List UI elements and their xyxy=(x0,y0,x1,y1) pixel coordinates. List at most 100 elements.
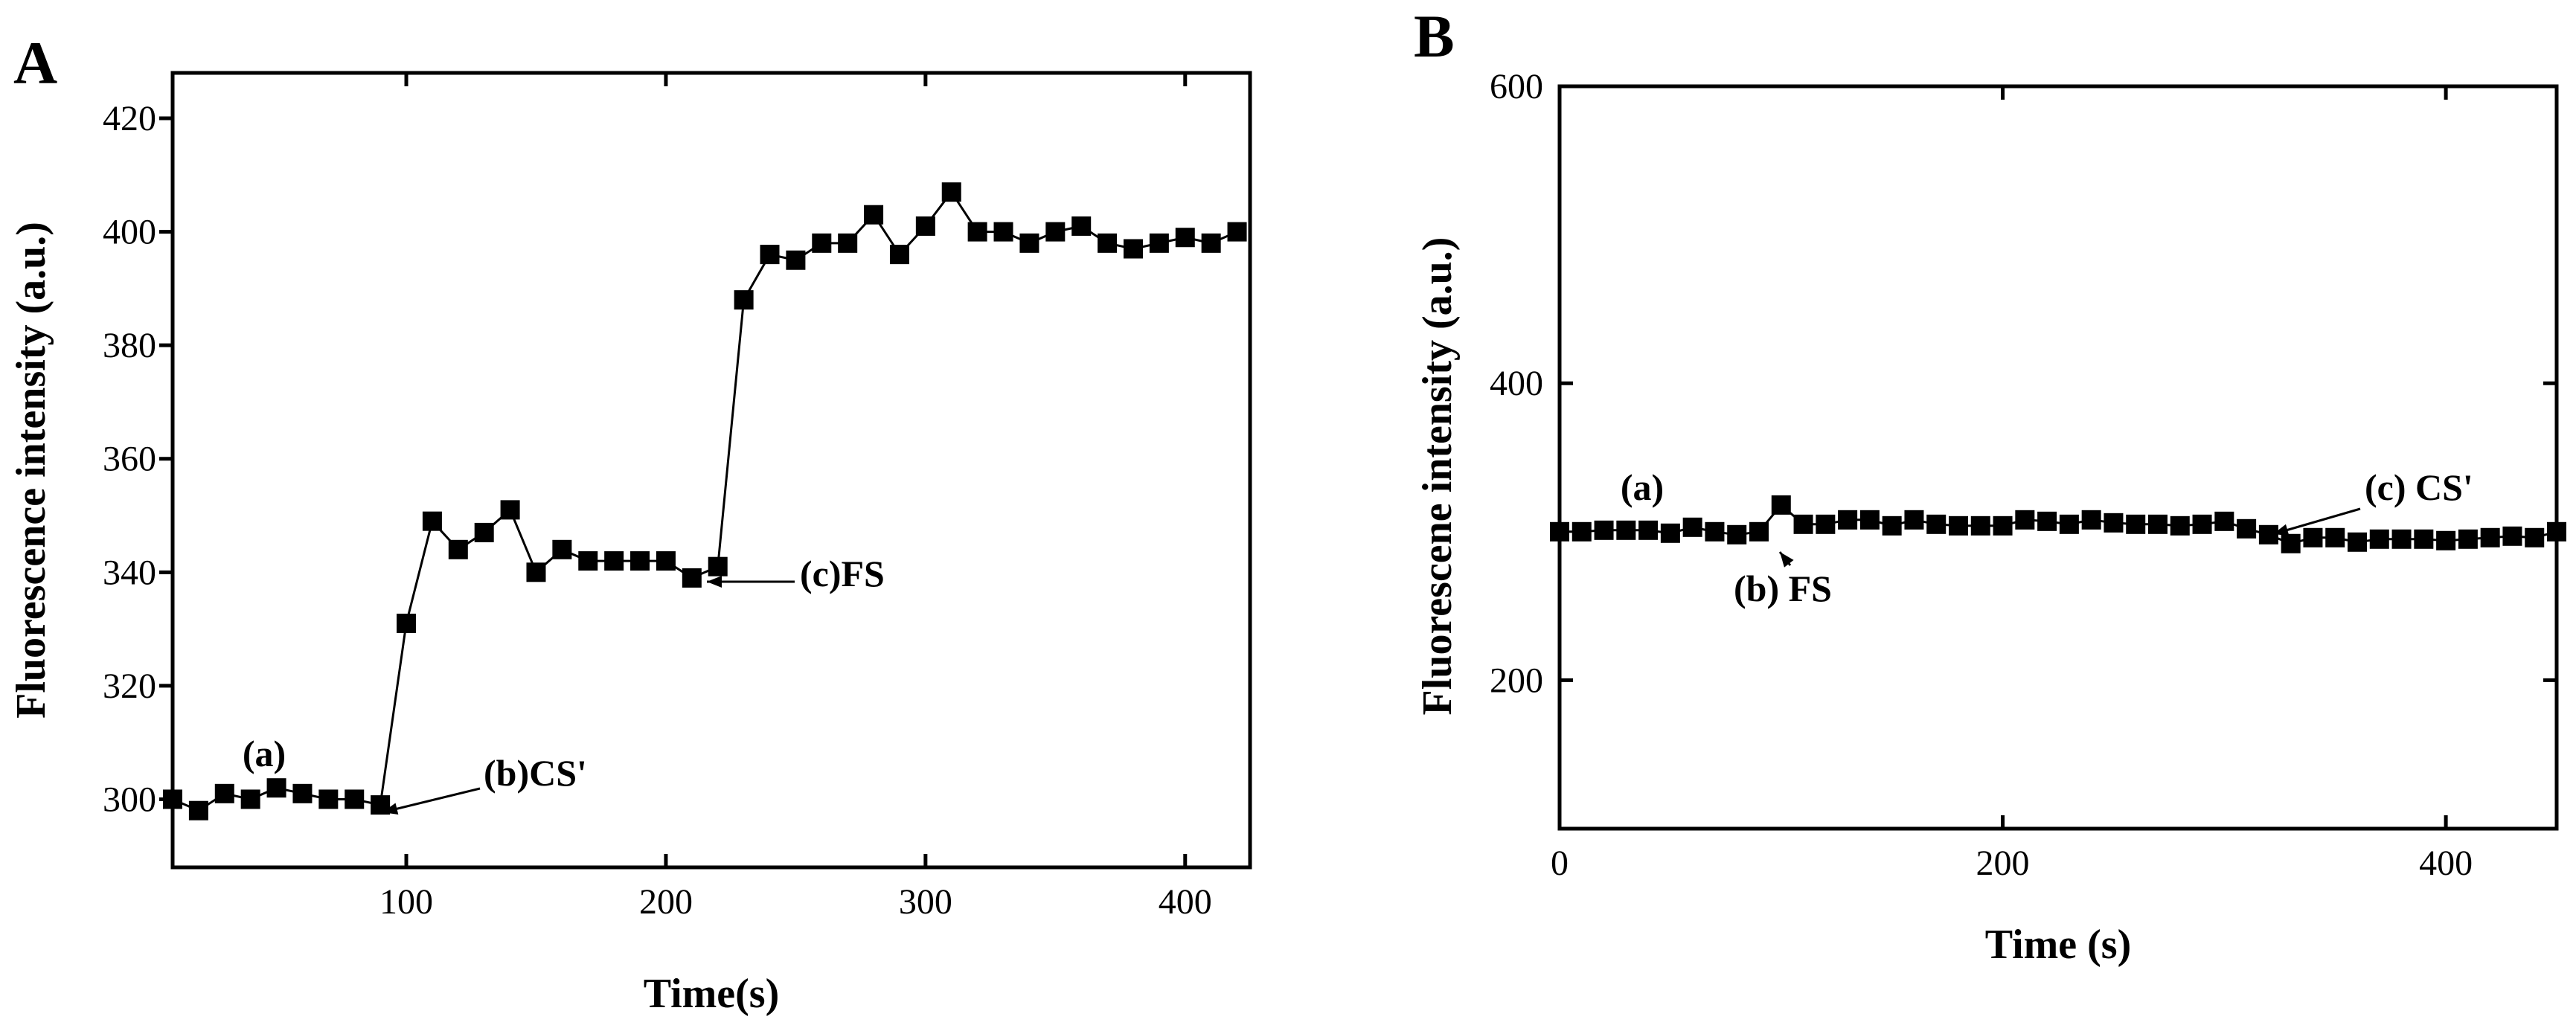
panel-b-y-tick-label: 400 xyxy=(1490,364,1543,403)
panel-a-data-point xyxy=(1098,233,1118,253)
panel-a-data-point xyxy=(1175,228,1195,248)
panel-a-annotation-label: (c)FS xyxy=(800,553,885,594)
panel-b-data-point xyxy=(1682,517,1702,537)
panel-a-annotation-arrow xyxy=(382,787,481,814)
panel-a-data-point xyxy=(266,778,286,798)
panel-b-data-point xyxy=(2037,511,2057,531)
panel-b-data-point xyxy=(2192,514,2212,534)
panel-b-data-point xyxy=(2303,527,2323,547)
panel-b-data-point xyxy=(1705,521,1725,542)
panel-b-data-point xyxy=(1838,510,1858,530)
panel-a-data-point xyxy=(292,783,313,803)
panel-a-x-tick-label: 200 xyxy=(639,882,693,922)
panel-b-data-point xyxy=(1727,524,1747,545)
panel-a-frame xyxy=(170,71,1252,870)
panel-a-data-point xyxy=(163,789,182,809)
panel-a-y-tick-label: 400 xyxy=(103,213,156,252)
panel-b-data-point xyxy=(1660,523,1680,543)
panel-a-data-point xyxy=(993,222,1013,242)
panel-b-annotation-arrowhead xyxy=(2273,524,2290,536)
panel-a-x-axis-title: Time(s) xyxy=(644,971,780,1017)
panel-b: B 0 200 400 200 400 600 (a) (b) FS (c) CS' Time… xyxy=(1414,2,2566,968)
panel-b-data-point xyxy=(1970,516,1990,536)
panel-b-data-point xyxy=(2391,529,2412,549)
panel-a-y-tick-label: 320 xyxy=(103,667,156,706)
panel-a-y-tick-label: 380 xyxy=(103,326,156,365)
panel-a-data-point xyxy=(1227,222,1247,242)
panel-a-letter: A xyxy=(13,29,57,97)
panel-b-data-point xyxy=(1793,514,1813,534)
panel-a-annotation-label: (a) xyxy=(243,733,286,774)
panel-a-data-point xyxy=(812,233,832,253)
panel-b-annotation-label: (c) CS' xyxy=(2365,466,2473,508)
panel-a-ticks: 100 200 300 400 300 320 340 360 380 400 420 xyxy=(103,73,1212,922)
panel-b-data-point xyxy=(2525,527,2545,547)
panel-a-data-point xyxy=(552,539,572,559)
panel-a-x-tick-label: 100 xyxy=(379,882,433,922)
panel-b-data-point xyxy=(1949,516,1968,536)
panel-b-annotation-label: (a) xyxy=(1621,466,1664,508)
panel-a-data-point xyxy=(838,233,858,253)
panel-a-y-tick-label: 340 xyxy=(103,553,156,592)
panel-b-annotations: (a) (b) FS (c) CS' xyxy=(1621,466,2473,609)
panel-a-data-point xyxy=(1071,216,1092,236)
panel-b-x-axis-title: Time (s) xyxy=(1985,922,2132,968)
panel-a-data-point xyxy=(604,551,624,571)
panel-a-y-tick-label: 300 xyxy=(103,780,156,819)
panel-b-data-point xyxy=(2104,513,2124,533)
panel-b-data-point xyxy=(2059,514,2079,534)
panel-a-series-line xyxy=(172,190,1238,812)
panel-b-x-tick-label: 400 xyxy=(2419,844,2473,883)
panel-a-data-point xyxy=(214,783,234,803)
panel-b-data-point xyxy=(2458,529,2478,549)
panel-a-data-point xyxy=(318,789,339,809)
panel-b-data-point xyxy=(2081,510,2101,530)
panel-a-data-point xyxy=(1123,239,1143,259)
panel-a-data-point xyxy=(889,245,909,265)
panel-b-data-point xyxy=(1771,495,1791,515)
panel-a-data-point xyxy=(967,222,987,242)
panel-b-y-tick-label: 200 xyxy=(1490,661,1543,700)
panel-b-data-point xyxy=(1816,514,1836,534)
panel-a-data-point xyxy=(708,556,728,576)
panel-a-data-point xyxy=(474,522,494,542)
panel-a-series xyxy=(163,182,1247,820)
panel-a-data-point xyxy=(864,205,884,225)
panel-b-data-point xyxy=(1571,521,1592,542)
panel-a-data-point xyxy=(941,182,961,202)
panel-b-data-point xyxy=(1616,520,1636,540)
panel-a-x-tick-label: 300 xyxy=(899,882,952,922)
panel-b-data-point xyxy=(2325,527,2345,547)
panel-b-data-point xyxy=(1882,516,1902,536)
panel-b-data-point xyxy=(2480,527,2500,547)
panel-a-data-point xyxy=(1019,233,1039,253)
panel-a-data-point xyxy=(786,250,806,270)
panel-a-data-point xyxy=(422,511,442,531)
panel-a-data-point xyxy=(734,290,754,310)
panel-b-x-tick-label: 0 xyxy=(1551,844,1569,883)
panel-a-data-point xyxy=(1149,233,1169,253)
panel-b-data-point xyxy=(1550,521,1569,542)
panel-b-data-point xyxy=(2502,526,2522,546)
panel-b-y-tick-label: 600 xyxy=(1490,67,1543,106)
panel-b-data-point xyxy=(2258,524,2278,545)
panel-a-data-point xyxy=(760,245,780,265)
panel-b-data-point xyxy=(2369,529,2389,549)
panel-b-annotation-arrow xyxy=(2272,507,2361,536)
panel-a-annotation-arrowhead xyxy=(707,576,722,588)
panel-b-data-point xyxy=(2126,514,2146,534)
panel-b-data-point xyxy=(2214,511,2234,531)
panel-b-data-point xyxy=(2148,514,2168,534)
panel-a-data-point xyxy=(1045,222,1066,242)
panel-b-annotation-arrowhead xyxy=(1780,552,1794,568)
panel-b-letter: B xyxy=(1414,2,1455,70)
panel-b-data-point xyxy=(1859,510,1880,530)
panel-b-frame xyxy=(1557,84,2559,831)
panel-a-data-point xyxy=(345,789,365,809)
panel-b-data-point xyxy=(1638,520,1659,540)
panel-b-data-point xyxy=(1749,521,1769,542)
panel-a-data-point xyxy=(188,800,208,820)
panel-a-data-point xyxy=(448,539,468,559)
